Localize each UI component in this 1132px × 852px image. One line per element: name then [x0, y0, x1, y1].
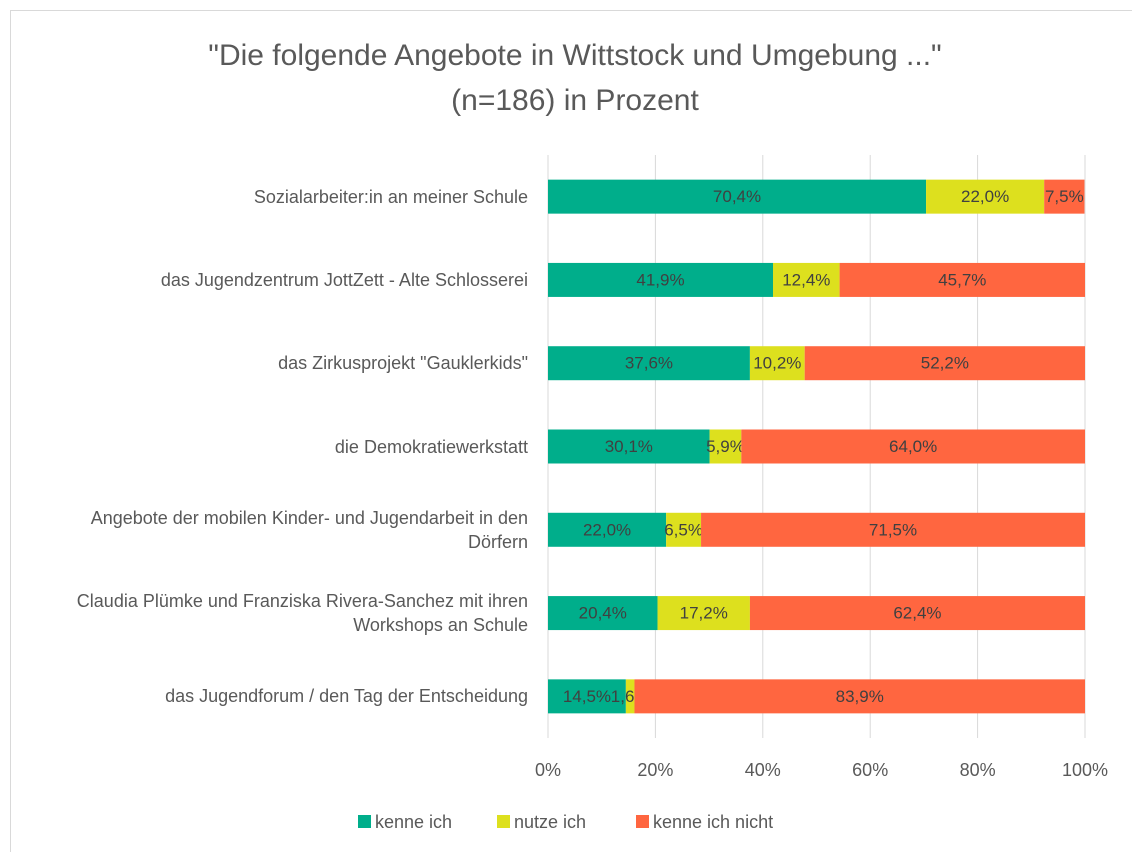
- data-label: 52,2%: [921, 354, 969, 373]
- bar-segment: [634, 679, 1085, 714]
- legend-label: kenne ich nicht: [653, 812, 773, 832]
- bar-segment: [548, 346, 750, 381]
- x-tick-label: 60%: [852, 760, 888, 780]
- y-tick-label: die Demokratiewerkstatt: [334, 436, 528, 457]
- chart-title: (n=186) in Prozent: [451, 84, 699, 117]
- data-label: 5,9%: [706, 437, 745, 456]
- bar-segment: [749, 346, 805, 381]
- data-label: 62,4%: [893, 604, 941, 623]
- x-tick-label: 100%: [1062, 760, 1108, 780]
- legend-label: kenne ich: [375, 812, 452, 832]
- bar-segment: [548, 596, 658, 631]
- bar-segment: [709, 429, 742, 464]
- legend-swatch: [497, 815, 510, 828]
- data-label: 41,9%: [636, 270, 684, 289]
- bar-segment: [548, 179, 927, 214]
- y-tick-label: das Zirkusprojekt "Gauklerkids": [278, 353, 528, 374]
- y-tick-label: das Jugendforum / den Tag der Entscheidu…: [165, 686, 528, 707]
- y-tick-label: Claudia Plümke und Franziska Rivera-Sanc…: [76, 591, 528, 636]
- data-label: 64,0%: [889, 437, 937, 456]
- chart-title: "Die folgende Angebote in Wittstock und …: [208, 39, 941, 72]
- x-tick-label: 80%: [960, 760, 996, 780]
- y-tick-label: Sozialarbeiter:in an meiner Schule: [253, 186, 528, 207]
- data-label: 12,4%: [782, 270, 830, 289]
- bar-segment: [773, 262, 840, 297]
- data-label: 45,7%: [938, 270, 986, 289]
- chart-border: [10, 10, 1132, 852]
- bar-segment: [548, 679, 626, 714]
- data-label: 10,2%: [753, 354, 801, 373]
- y-tick-label: das Jugendzentrum JottZett - Alte Schlos…: [160, 269, 528, 290]
- bar-segment: [548, 512, 667, 547]
- data-label: 30,1%: [605, 437, 653, 456]
- legend-swatch: [358, 815, 371, 828]
- data-label: 70,4%: [713, 187, 761, 206]
- bar-segment: [657, 596, 750, 631]
- bar-segment: [1044, 179, 1085, 214]
- bar-segment: [548, 429, 710, 464]
- data-label: 20,4%: [579, 604, 627, 623]
- y-tick-label: Angebote der mobilen Kinder- und Jugenda…: [90, 507, 528, 552]
- bar-segment: [701, 512, 1085, 547]
- bar-segment: [625, 679, 635, 714]
- x-tick-label: 40%: [745, 760, 781, 780]
- bar-segment: [804, 346, 1085, 381]
- bar-segment: [839, 262, 1085, 297]
- data-label: 7,5%: [1045, 187, 1084, 206]
- data-label: 22,0%: [583, 520, 631, 539]
- data-label: 6,5%: [664, 520, 703, 539]
- data-label: 71,5%: [869, 520, 917, 539]
- bar-segment: [666, 512, 702, 547]
- data-label: 17,2%: [680, 604, 728, 623]
- bar-segment: [926, 179, 1045, 214]
- bar-segment: [548, 262, 774, 297]
- legend-swatch: [636, 815, 649, 828]
- bar-segment: [749, 596, 1085, 631]
- data-label: 14,5%: [563, 687, 611, 706]
- x-tick-label: 20%: [637, 760, 673, 780]
- data-label: 37,6%: [625, 354, 673, 373]
- legend-label: nutze ich: [514, 812, 586, 832]
- x-tick-label: 0%: [535, 760, 561, 780]
- data-label: 22,0%: [961, 187, 1009, 206]
- bar-segment: [741, 429, 1085, 464]
- data-label: 83,9%: [836, 687, 884, 706]
